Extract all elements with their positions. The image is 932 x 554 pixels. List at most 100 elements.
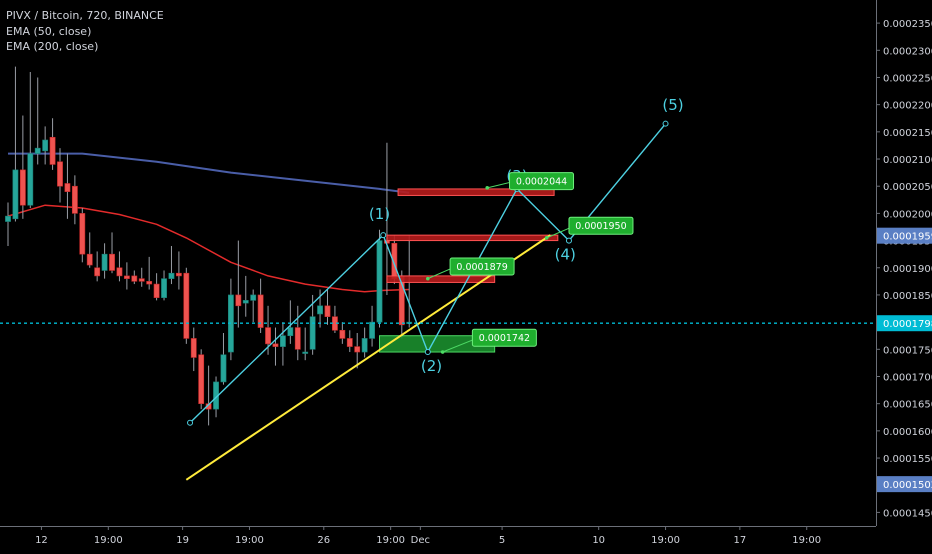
candle[interactable]: [220, 354, 227, 383]
candle[interactable]: [27, 153, 34, 206]
candle[interactable]: [94, 267, 101, 277]
price-tick-label: 0.0001850: [883, 291, 932, 302]
candle[interactable]: [302, 351, 309, 354]
trendline[interactable]: [185, 234, 551, 481]
candle[interactable]: [71, 185, 78, 214]
price-callout-label: 0.0001742: [479, 333, 530, 344]
candle[interactable]: [190, 338, 197, 358]
candle[interactable]: [86, 253, 93, 266]
price-badge: [877, 476, 932, 493]
candle[interactable]: [5, 215, 11, 222]
time-tick-label: 10: [592, 535, 605, 546]
candle[interactable]: [235, 294, 242, 307]
candle[interactable]: [153, 283, 160, 298]
candle[interactable]: [138, 278, 145, 282]
indicator-ema200[interactable]: EMA (200, close): [6, 40, 99, 53]
price-tick-label: 0.0001700: [883, 372, 932, 383]
candle[interactable]: [265, 327, 271, 345]
resistance-zone[interactable]: [386, 234, 559, 242]
price-callout-label: 0.0001950: [575, 221, 626, 232]
price-tick-label: 0.0002100: [883, 155, 932, 166]
ema200-line: [8, 152, 410, 194]
price-tick-label: 0.0002150: [883, 128, 932, 139]
candle[interactable]: [198, 354, 205, 404]
candle[interactable]: [49, 136, 56, 165]
price-callout[interactable]: [509, 172, 575, 191]
candle[interactable]: [116, 267, 123, 277]
candle[interactable]: [168, 272, 175, 279]
time-tick-label: 19:00: [94, 535, 123, 546]
wave-label: (2): [421, 357, 442, 375]
wave-point: [187, 419, 194, 426]
candle[interactable]: [294, 327, 301, 350]
resistance-zone[interactable]: [397, 188, 555, 196]
price-tick-label: 0.0001550: [883, 454, 932, 465]
candle[interactable]: [354, 346, 361, 353]
candle[interactable]: [317, 305, 323, 315]
candle[interactable]: [309, 316, 316, 350]
candle[interactable]: [280, 335, 286, 347]
candle[interactable]: [346, 338, 353, 347]
candle[interactable]: [64, 183, 71, 192]
price-tick-label: 0.0001600: [883, 427, 932, 438]
price-tick-label: 0.0002000: [883, 209, 932, 220]
candle[interactable]: [250, 294, 257, 301]
candle[interactable]: [57, 161, 63, 187]
callout-anchor: [485, 186, 490, 190]
candle[interactable]: [79, 213, 86, 255]
symbol-title[interactable]: PIVX / Bitcoin, 720, BINANCE: [6, 9, 164, 22]
price-badge-label: 0.0001502: [883, 480, 932, 491]
wave-point: [662, 120, 669, 127]
candle[interactable]: [183, 272, 190, 339]
candle[interactable]: [123, 275, 130, 279]
candle[interactable]: [339, 329, 346, 339]
candle[interactable]: [19, 169, 26, 206]
candle[interactable]: [324, 305, 331, 317]
time-tick-label: 19:00: [376, 535, 405, 546]
price-callout[interactable]: [568, 216, 634, 235]
candle[interactable]: [272, 343, 279, 347]
price-callout-label: 0.0002044: [516, 177, 567, 188]
wave-label: (1): [369, 205, 390, 223]
price-tick-label: 0.0001750: [883, 345, 932, 356]
current-price-badge: [877, 315, 932, 332]
candle[interactable]: [131, 275, 138, 282]
candle[interactable]: [146, 281, 153, 285]
price-tick-label: 0.0002250: [883, 73, 932, 84]
candle[interactable]: [361, 338, 368, 353]
candle[interactable]: [376, 240, 383, 323]
price-callout[interactable]: [471, 328, 537, 347]
price-badge-label: 0.0001959: [883, 232, 932, 243]
candle[interactable]: [42, 139, 49, 152]
price-badge: [877, 227, 932, 244]
candle[interactable]: [369, 321, 375, 339]
resistance-zone[interactable]: [386, 275, 496, 283]
time-tick-label: 26: [317, 535, 330, 546]
time-tick-label: Dec: [411, 535, 430, 546]
candle[interactable]: [175, 272, 182, 277]
time-tick-label: 17: [733, 535, 746, 546]
candle[interactable]: [12, 169, 19, 220]
wave-point: [380, 232, 387, 239]
candle[interactable]: [161, 278, 167, 298]
price-callout[interactable]: [449, 257, 515, 276]
wave-label: (5): [662, 96, 683, 114]
candle[interactable]: [257, 294, 264, 328]
time-tick-label: 12: [35, 535, 48, 546]
time-tick-label: 5: [499, 535, 505, 546]
candle[interactable]: [34, 147, 41, 154]
candle[interactable]: [287, 327, 294, 337]
time-tick-label: 19: [176, 535, 189, 546]
price-tick-label: 0.0002300: [883, 46, 932, 57]
candle[interactable]: [101, 253, 108, 271]
callout-anchor: [425, 276, 430, 281]
price-tick-label: 0.0002200: [883, 101, 932, 112]
candle[interactable]: [109, 253, 115, 271]
callout-anchor: [440, 350, 445, 354]
indicator-ema50[interactable]: EMA (50, close): [6, 24, 92, 38]
price-tick-label: 0.0001650: [883, 400, 932, 411]
price-tick-label: 0.0002350: [883, 19, 932, 30]
candle[interactable]: [242, 300, 249, 304]
